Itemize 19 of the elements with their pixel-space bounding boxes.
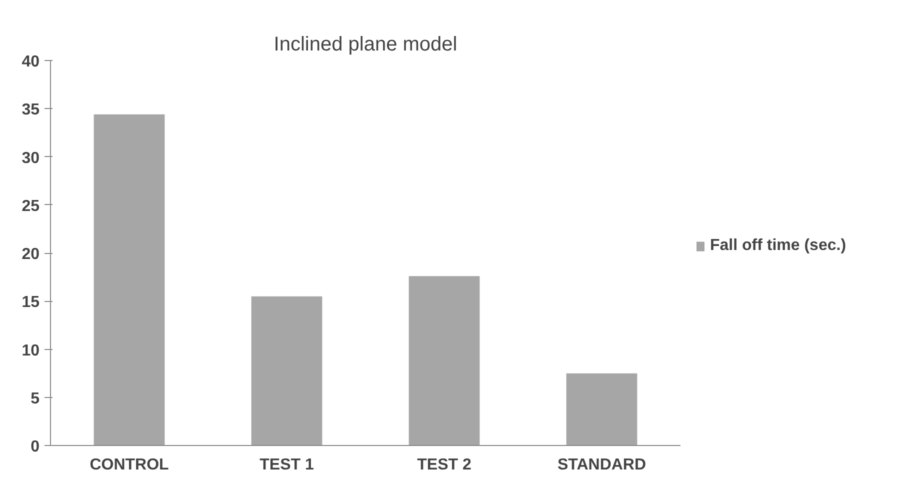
bar <box>251 296 322 446</box>
y-tick-label: 35 <box>22 102 40 119</box>
x-tick-label: TEST 1 <box>260 456 314 474</box>
x-tick-label: TEST 2 <box>417 456 472 474</box>
x-tick-label: STANDARD <box>557 456 646 474</box>
x-tick-label: CONTROL <box>90 456 170 474</box>
bar <box>94 114 165 446</box>
y-tick-label: 10 <box>22 342 40 360</box>
y-tick-label: 20 <box>22 246 40 263</box>
y-tick-label: 25 <box>22 198 40 215</box>
y-tick-label: 5 <box>30 390 40 408</box>
y-tick-label: 40 <box>22 54 40 70</box>
chart-title: Inclined plane model <box>274 34 458 56</box>
y-tick-label: 0 <box>30 438 40 456</box>
legend-label: Fall off time (sec.) <box>710 237 846 255</box>
bar <box>566 373 638 446</box>
y-tick-label: 15 <box>22 294 40 312</box>
bar <box>408 276 480 446</box>
y-tick-label: 30 <box>22 150 40 167</box>
